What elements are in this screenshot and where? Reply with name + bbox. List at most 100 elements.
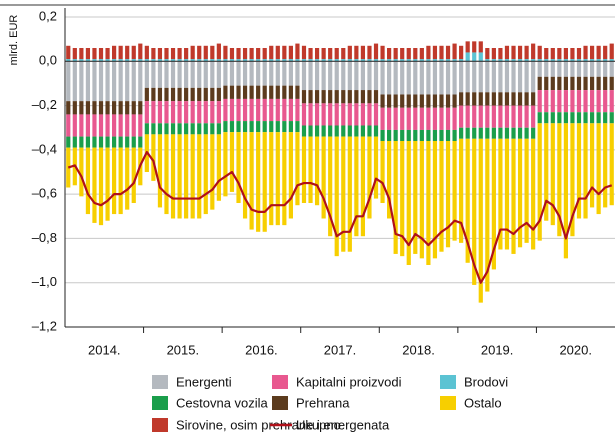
bar	[478, 138, 483, 303]
bar	[151, 48, 156, 60]
bar	[256, 59, 261, 62]
bar	[203, 45, 208, 60]
bar	[537, 112, 542, 124]
bar	[609, 59, 614, 62]
bar	[367, 136, 372, 219]
bar	[373, 125, 379, 137]
bar	[308, 103, 313, 126]
bar	[491, 105, 496, 128]
bar	[413, 59, 418, 62]
bar	[216, 123, 221, 135]
bar	[177, 123, 182, 135]
bar	[138, 59, 143, 62]
bar	[419, 107, 424, 130]
bar	[177, 134, 182, 219]
bar	[537, 45, 542, 60]
bar	[498, 138, 503, 250]
y-tick-label: –1,2	[32, 318, 57, 333]
bar	[445, 45, 451, 60]
bar	[197, 61, 202, 88]
legend-label: Kapitalni proizvodi	[296, 374, 402, 389]
bar	[347, 45, 352, 60]
bar	[452, 61, 457, 95]
bar	[223, 45, 228, 60]
bar	[242, 85, 248, 99]
x-group-label: 2017.	[324, 342, 357, 357]
bar	[504, 59, 510, 62]
bar	[563, 112, 568, 124]
bar	[334, 48, 339, 60]
bar	[589, 112, 595, 124]
bar	[118, 59, 123, 62]
bar	[360, 59, 366, 62]
bar	[557, 90, 562, 113]
bar	[537, 90, 542, 113]
bar	[504, 138, 510, 250]
bar	[413, 48, 418, 60]
bar	[478, 61, 483, 93]
bar	[465, 127, 470, 139]
bar	[223, 121, 228, 133]
bar	[112, 61, 117, 102]
bar	[504, 105, 510, 128]
bar	[465, 105, 470, 128]
bar	[197, 59, 202, 62]
bar	[210, 59, 215, 62]
bar	[354, 103, 359, 126]
bar	[367, 45, 372, 60]
bar	[445, 129, 451, 141]
bar	[583, 61, 588, 77]
bar	[66, 114, 71, 137]
y-tick-label: –0,6	[32, 186, 57, 201]
bar	[426, 59, 431, 62]
bar	[478, 41, 483, 53]
bar	[269, 61, 274, 86]
bar	[229, 98, 235, 122]
bar	[576, 90, 582, 113]
bar	[570, 48, 575, 60]
bar	[282, 59, 287, 62]
bar	[400, 94, 405, 108]
bar	[596, 123, 601, 215]
bar	[66, 101, 71, 115]
bar	[459, 45, 464, 60]
bar	[550, 59, 555, 62]
bar	[229, 85, 235, 99]
bar	[190, 87, 195, 102]
bar	[314, 90, 320, 104]
bar	[550, 112, 555, 124]
bar	[157, 87, 163, 102]
legend-label: Energenti	[176, 374, 232, 389]
bar	[341, 48, 346, 60]
bar	[609, 123, 614, 206]
bar	[439, 59, 444, 62]
bar	[550, 123, 555, 226]
bar	[131, 59, 136, 62]
bar	[131, 136, 136, 148]
bar	[334, 136, 339, 257]
bar	[511, 45, 516, 60]
bar	[609, 76, 614, 91]
y-tick-label: –0,8	[32, 230, 57, 245]
bar	[275, 98, 280, 122]
bar	[334, 59, 339, 62]
bar	[177, 59, 182, 62]
bar	[308, 136, 313, 203]
bar	[282, 45, 287, 60]
bar	[282, 85, 287, 99]
bar	[465, 41, 470, 53]
bar	[249, 48, 254, 60]
bar	[537, 123, 542, 241]
bar	[419, 59, 424, 62]
bar	[79, 147, 84, 197]
bar	[544, 112, 549, 124]
bar	[216, 134, 221, 201]
bar	[256, 132, 261, 232]
bar	[576, 59, 582, 62]
bar	[112, 59, 117, 62]
bar	[157, 134, 163, 208]
bar	[210, 45, 215, 60]
bar	[589, 90, 595, 113]
bar	[583, 123, 588, 219]
bar	[445, 107, 451, 130]
